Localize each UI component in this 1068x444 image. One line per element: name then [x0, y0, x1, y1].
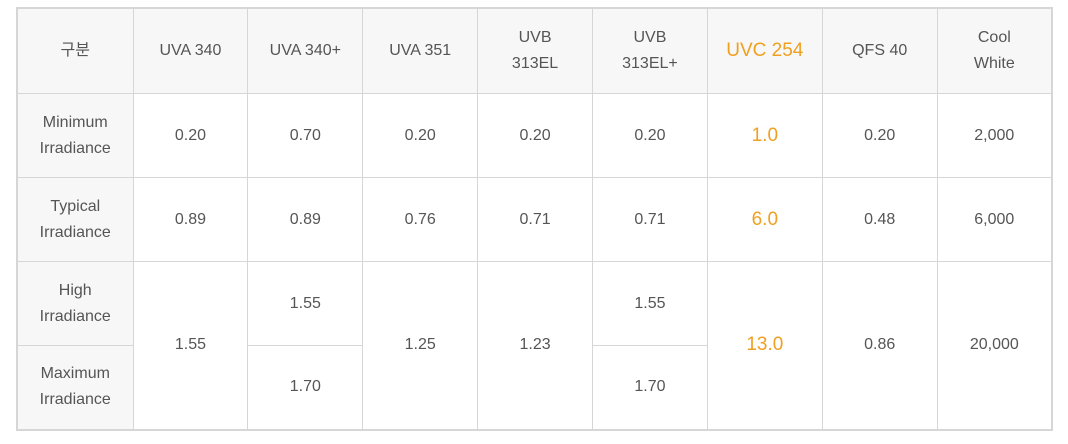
cell: 0.48 — [821, 177, 938, 262]
cell: 1.25 — [362, 261, 479, 430]
cell: 1.23 — [477, 261, 593, 430]
header-text: UVB 313EL — [511, 29, 559, 72]
cell: 0.20 — [132, 93, 249, 178]
cell: 1.0 — [706, 93, 823, 178]
header-text: Cool White — [973, 29, 1015, 72]
header-cell: Cool White — [936, 7, 1053, 94]
cell: 0.71 — [592, 177, 708, 262]
header-cell: UVA 351 — [362, 7, 479, 94]
cell: 0.86 — [821, 261, 938, 430]
row-label: Typical Irradiance — [16, 177, 134, 262]
cell: 6.0 — [706, 177, 823, 262]
header-cell: QFS 40 — [821, 7, 938, 94]
row-label-text: High Irradiance — [39, 281, 111, 325]
row-label: Minimum Irradiance — [16, 93, 134, 178]
row-label: High Irradiance — [16, 261, 134, 346]
row: Maximum Irradiance 1.70 1.70 — [16, 345, 1052, 430]
cell: 6,000 — [936, 177, 1053, 262]
header-cell: UVC 254 — [706, 7, 823, 94]
cell: 0.71 — [477, 177, 593, 262]
header-text: UVB 313EL+ — [622, 29, 678, 72]
irradiance-table: 구분 UVA 340 UVA 340+ UVA 351 UVB 313EL UV… — [16, 7, 1053, 431]
row: Typical Irradiance 0.89 0.89 0.76 0.71 0… — [16, 177, 1053, 262]
header-cell: UVA 340+ — [247, 7, 364, 94]
row-label-text: Typical Irradiance — [39, 197, 111, 241]
row: High Irradiance 1.55 1.55 1.25 1.23 1.55… — [16, 261, 1053, 430]
row-label-text: Maximum Irradiance — [39, 365, 111, 409]
header-cell: 구분 — [16, 7, 134, 94]
cell: 1.55 — [592, 261, 708, 346]
cell: 0.76 — [362, 177, 479, 262]
header-row: 구분 UVA 340 UVA 340+ UVA 351 UVB 313EL UV… — [16, 7, 1053, 94]
cell: 2,000 — [936, 93, 1053, 178]
header-cell: UVA 340 — [132, 7, 249, 94]
cell: 1.55 — [132, 261, 249, 430]
cell: 0.20 — [362, 93, 479, 178]
row: Minimum Irradiance 0.20 0.70 0.20 0.20 0… — [16, 93, 1053, 178]
cell: 1.55 — [247, 261, 364, 346]
cell: 0.89 — [132, 177, 249, 262]
row-label: Maximum Irradiance — [16, 345, 134, 430]
cell: 20,000 — [936, 261, 1053, 430]
cell: 0.20 — [821, 93, 938, 178]
cell: 1.70 — [592, 345, 708, 430]
cell: 0.89 — [247, 177, 364, 262]
cell: 0.20 — [477, 93, 593, 178]
cell: 0.70 — [247, 93, 364, 178]
cell: 13.0 — [706, 261, 823, 430]
header-cell: UVB 313EL — [477, 7, 593, 94]
cell: 1.70 — [247, 345, 364, 430]
header-cell: UVB 313EL+ — [592, 7, 708, 94]
cell: 0.20 — [592, 93, 708, 178]
row-label-text: Minimum Irradiance — [39, 113, 111, 157]
